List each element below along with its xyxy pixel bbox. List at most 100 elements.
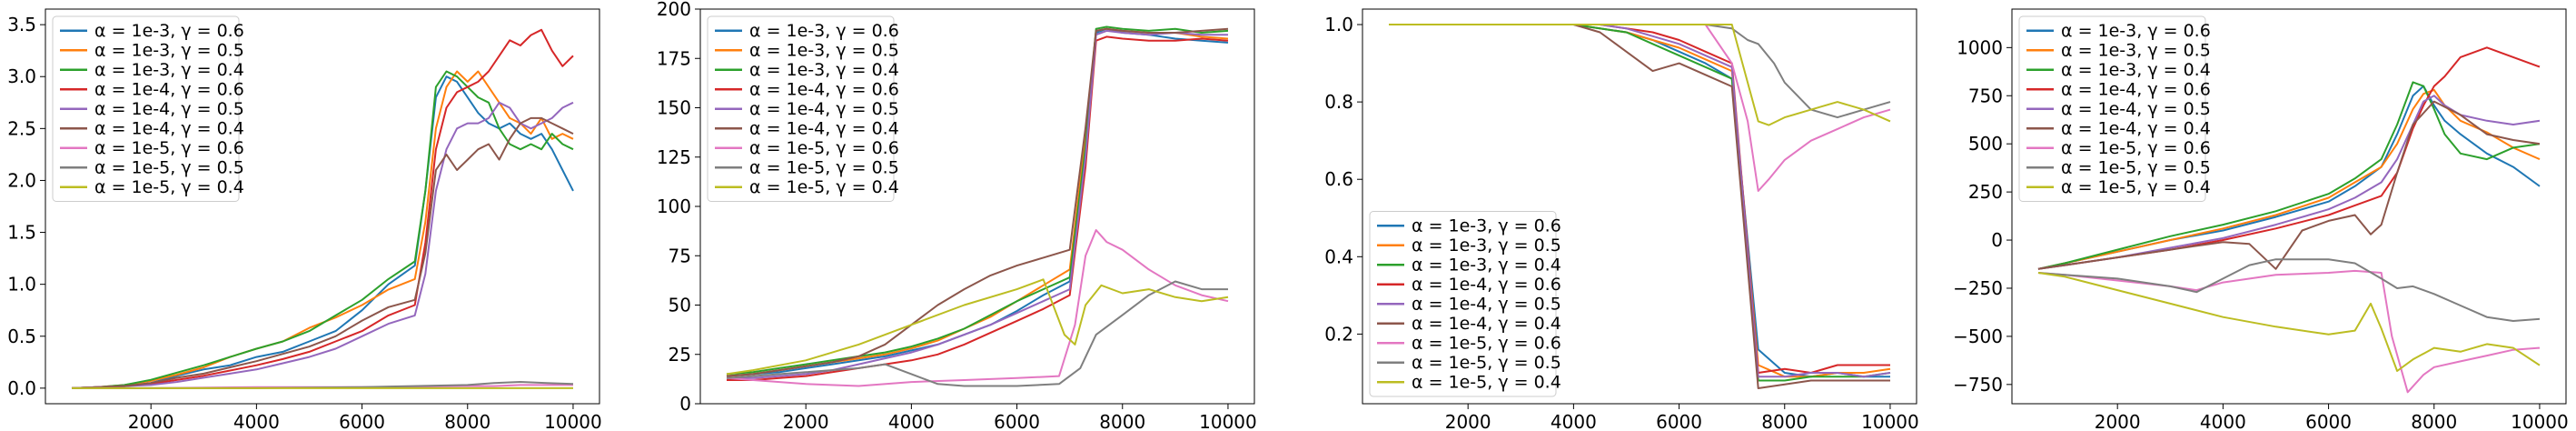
y-tick-label: 1.0 bbox=[7, 274, 36, 296]
legend-label: α = 1e-5, γ = 0.4 bbox=[94, 177, 244, 197]
y-tick-label: 2.5 bbox=[7, 117, 36, 139]
legend-label: α = 1e-3, γ = 0.5 bbox=[2061, 40, 2211, 60]
y-tick-label: 200 bbox=[657, 0, 691, 20]
legend-label: α = 1e-4, γ = 0.4 bbox=[2061, 118, 2211, 138]
y-tick-label: 0.5 bbox=[7, 326, 36, 347]
legend-label: α = 1e-5, γ = 0.4 bbox=[2061, 177, 2211, 197]
y-tick-label: −750 bbox=[1953, 374, 2003, 396]
series-lines bbox=[1389, 24, 1891, 389]
chart-1: 2000 4000 6000 8000 10000 0.0 0.5 1.0 1.5 2.0 2.5 3… bbox=[7, 8, 602, 431]
x-tick-label: 4000 bbox=[1551, 411, 1597, 431]
y-tick-label: 1.5 bbox=[7, 222, 36, 244]
y-tick-label: 750 bbox=[1968, 85, 2003, 106]
series-lines bbox=[71, 28, 574, 389]
x-tick-label: 6000 bbox=[1656, 411, 1702, 431]
legend-label: α = 1e-3, γ = 0.6 bbox=[1412, 216, 1561, 236]
legend: α = 1e-3, γ = 0.6α = 1e-3, γ = 0.5α = 1e… bbox=[2018, 15, 2211, 202]
y-tick-label: 150 bbox=[657, 97, 691, 119]
x-tick-label: 8000 bbox=[1099, 411, 1145, 431]
series-line-3 bbox=[2037, 81, 2541, 270]
x-tick-label: 4000 bbox=[2200, 411, 2246, 431]
y-tick-label: 0 bbox=[1991, 229, 2003, 251]
legend-label: α = 1e-4, γ = 0.6 bbox=[1412, 275, 1561, 295]
series-line-5 bbox=[2037, 95, 2541, 270]
x-tick-label: 2000 bbox=[2095, 411, 2141, 431]
legend-label: α = 1e-4, γ = 0.5 bbox=[2061, 99, 2211, 119]
y-tick-label: 50 bbox=[669, 295, 691, 316]
legend-label: α = 1e-3, γ = 0.4 bbox=[94, 60, 244, 80]
legend-label: α = 1e-4, γ = 0.5 bbox=[1412, 294, 1561, 314]
legend-label: α = 1e-3, γ = 0.5 bbox=[749, 40, 899, 60]
legend-label: α = 1e-4, γ = 0.6 bbox=[94, 79, 244, 99]
y-tick-label: 75 bbox=[669, 245, 691, 266]
series-line-5 bbox=[727, 29, 1228, 379]
axes-frame bbox=[2011, 8, 2567, 405]
x-tick-label: 10000 bbox=[2511, 411, 2569, 431]
x-tick-label: 2000 bbox=[1445, 411, 1491, 431]
series-line-3 bbox=[1389, 24, 1891, 382]
chart-2: 2000 4000 6000 8000 10000 0 25 50 75 100 125 150 175… bbox=[657, 0, 1257, 431]
y-tick-label: 100 bbox=[657, 195, 691, 217]
x-tick-label: 8000 bbox=[2411, 411, 2457, 431]
legend-label: α = 1e-5, γ = 0.4 bbox=[749, 177, 899, 197]
legend-label: α = 1e-5, γ = 0.5 bbox=[94, 157, 244, 177]
series-line-6 bbox=[1389, 24, 1890, 389]
x-tick-label: 8000 bbox=[1761, 411, 1808, 431]
legend: α = 1e-3, γ = 0.6α = 1e-3, γ = 0.5 α = 1e… bbox=[1369, 211, 1561, 397]
series-line-6 bbox=[2037, 100, 2541, 270]
y-tick-label: 0.8 bbox=[1324, 91, 1353, 113]
series-lines bbox=[2037, 46, 2541, 394]
legend-label: α = 1e-3, γ = 0.5 bbox=[94, 40, 244, 60]
chart-3: 2000 4000 6000 8000 10000 0.2 0.4 0.6 0.8 1.0 α = … bbox=[1324, 8, 1919, 431]
chart-4: 2000 4000 6000 8000 10000 −750 −500 −250 0 250 500… bbox=[1953, 8, 2569, 431]
legend-label: α = 1e-4, γ = 0.6 bbox=[749, 79, 899, 99]
x-tick-label: 2000 bbox=[783, 411, 829, 431]
y-tick-label: 25 bbox=[669, 344, 691, 366]
series-line-3 bbox=[726, 25, 1229, 376]
y-tick-label: 0.0 bbox=[7, 377, 36, 399]
legend-box bbox=[52, 15, 240, 202]
series-line-4 bbox=[727, 35, 1229, 381]
series-line-6 bbox=[726, 27, 1229, 377]
legend-label: α = 1e-5, γ = 0.5 bbox=[2061, 157, 2211, 177]
legend-label: α = 1e-3, γ = 0.6 bbox=[94, 21, 244, 41]
legend-label: α = 1e-4, γ = 0.5 bbox=[749, 99, 899, 119]
x-tick-label: 6000 bbox=[994, 411, 1040, 431]
legend-label: α = 1e-5, γ = 0.5 bbox=[1412, 353, 1561, 373]
y-tick-label: 1.0 bbox=[1324, 14, 1353, 35]
x-tick-label: 10000 bbox=[1199, 411, 1257, 431]
legend-label: α = 1e-4, γ = 0.4 bbox=[1412, 314, 1561, 334]
series-line-4 bbox=[71, 28, 574, 389]
series-line-3 bbox=[71, 70, 574, 389]
legend-label: α = 1e-4, γ = 0.4 bbox=[94, 118, 244, 138]
y-tick-label: 3.0 bbox=[7, 65, 36, 87]
legend-label: α = 1e-3, γ = 0.6 bbox=[749, 21, 899, 41]
x-tick-label: 2000 bbox=[128, 411, 174, 431]
legend-label: α = 1e-3, γ = 0.5 bbox=[1412, 236, 1561, 256]
legend-label: α = 1e-5, γ = 0.6 bbox=[1412, 333, 1561, 353]
y-tick-label: 3.5 bbox=[7, 14, 36, 35]
y-tick-label: 2.0 bbox=[7, 169, 36, 191]
y-tick-label: 500 bbox=[1968, 133, 2003, 155]
series-line-9 bbox=[726, 278, 1229, 376]
series-line-2 bbox=[2037, 88, 2541, 270]
x-tick-label: 10000 bbox=[544, 411, 602, 431]
legend: α = 1e-3, γ = 0.6α = 1e-3, γ = 0.5α = 1e… bbox=[52, 15, 244, 202]
y-tick-label: 125 bbox=[657, 146, 691, 168]
legend-label: α = 1e-3, γ = 0.6 bbox=[2061, 21, 2211, 41]
legend-box bbox=[1369, 211, 1557, 397]
y-tick-label: 0.6 bbox=[1324, 168, 1353, 190]
legend-label: α = 1e-5, γ = 0.6 bbox=[749, 138, 899, 158]
y-tick-label: 0 bbox=[679, 393, 691, 415]
x-tick-label: 4000 bbox=[888, 411, 935, 431]
series-line-9 bbox=[1389, 24, 1891, 126]
legend-box bbox=[2018, 15, 2206, 202]
y-tick-label: −250 bbox=[1953, 277, 2003, 299]
y-tick-label: 250 bbox=[1968, 181, 2003, 203]
legend: α = 1e-3, γ = 0.6α = 1e-3, γ = 0.5 α = 1e… bbox=[707, 15, 899, 202]
legend-label: α = 1e-3, γ = 0.4 bbox=[2061, 60, 2211, 80]
legend-label: α = 1e-5, γ = 0.5 bbox=[749, 157, 899, 177]
series-line-7 bbox=[726, 229, 1229, 387]
x-tick-label: 10000 bbox=[1861, 411, 1919, 431]
